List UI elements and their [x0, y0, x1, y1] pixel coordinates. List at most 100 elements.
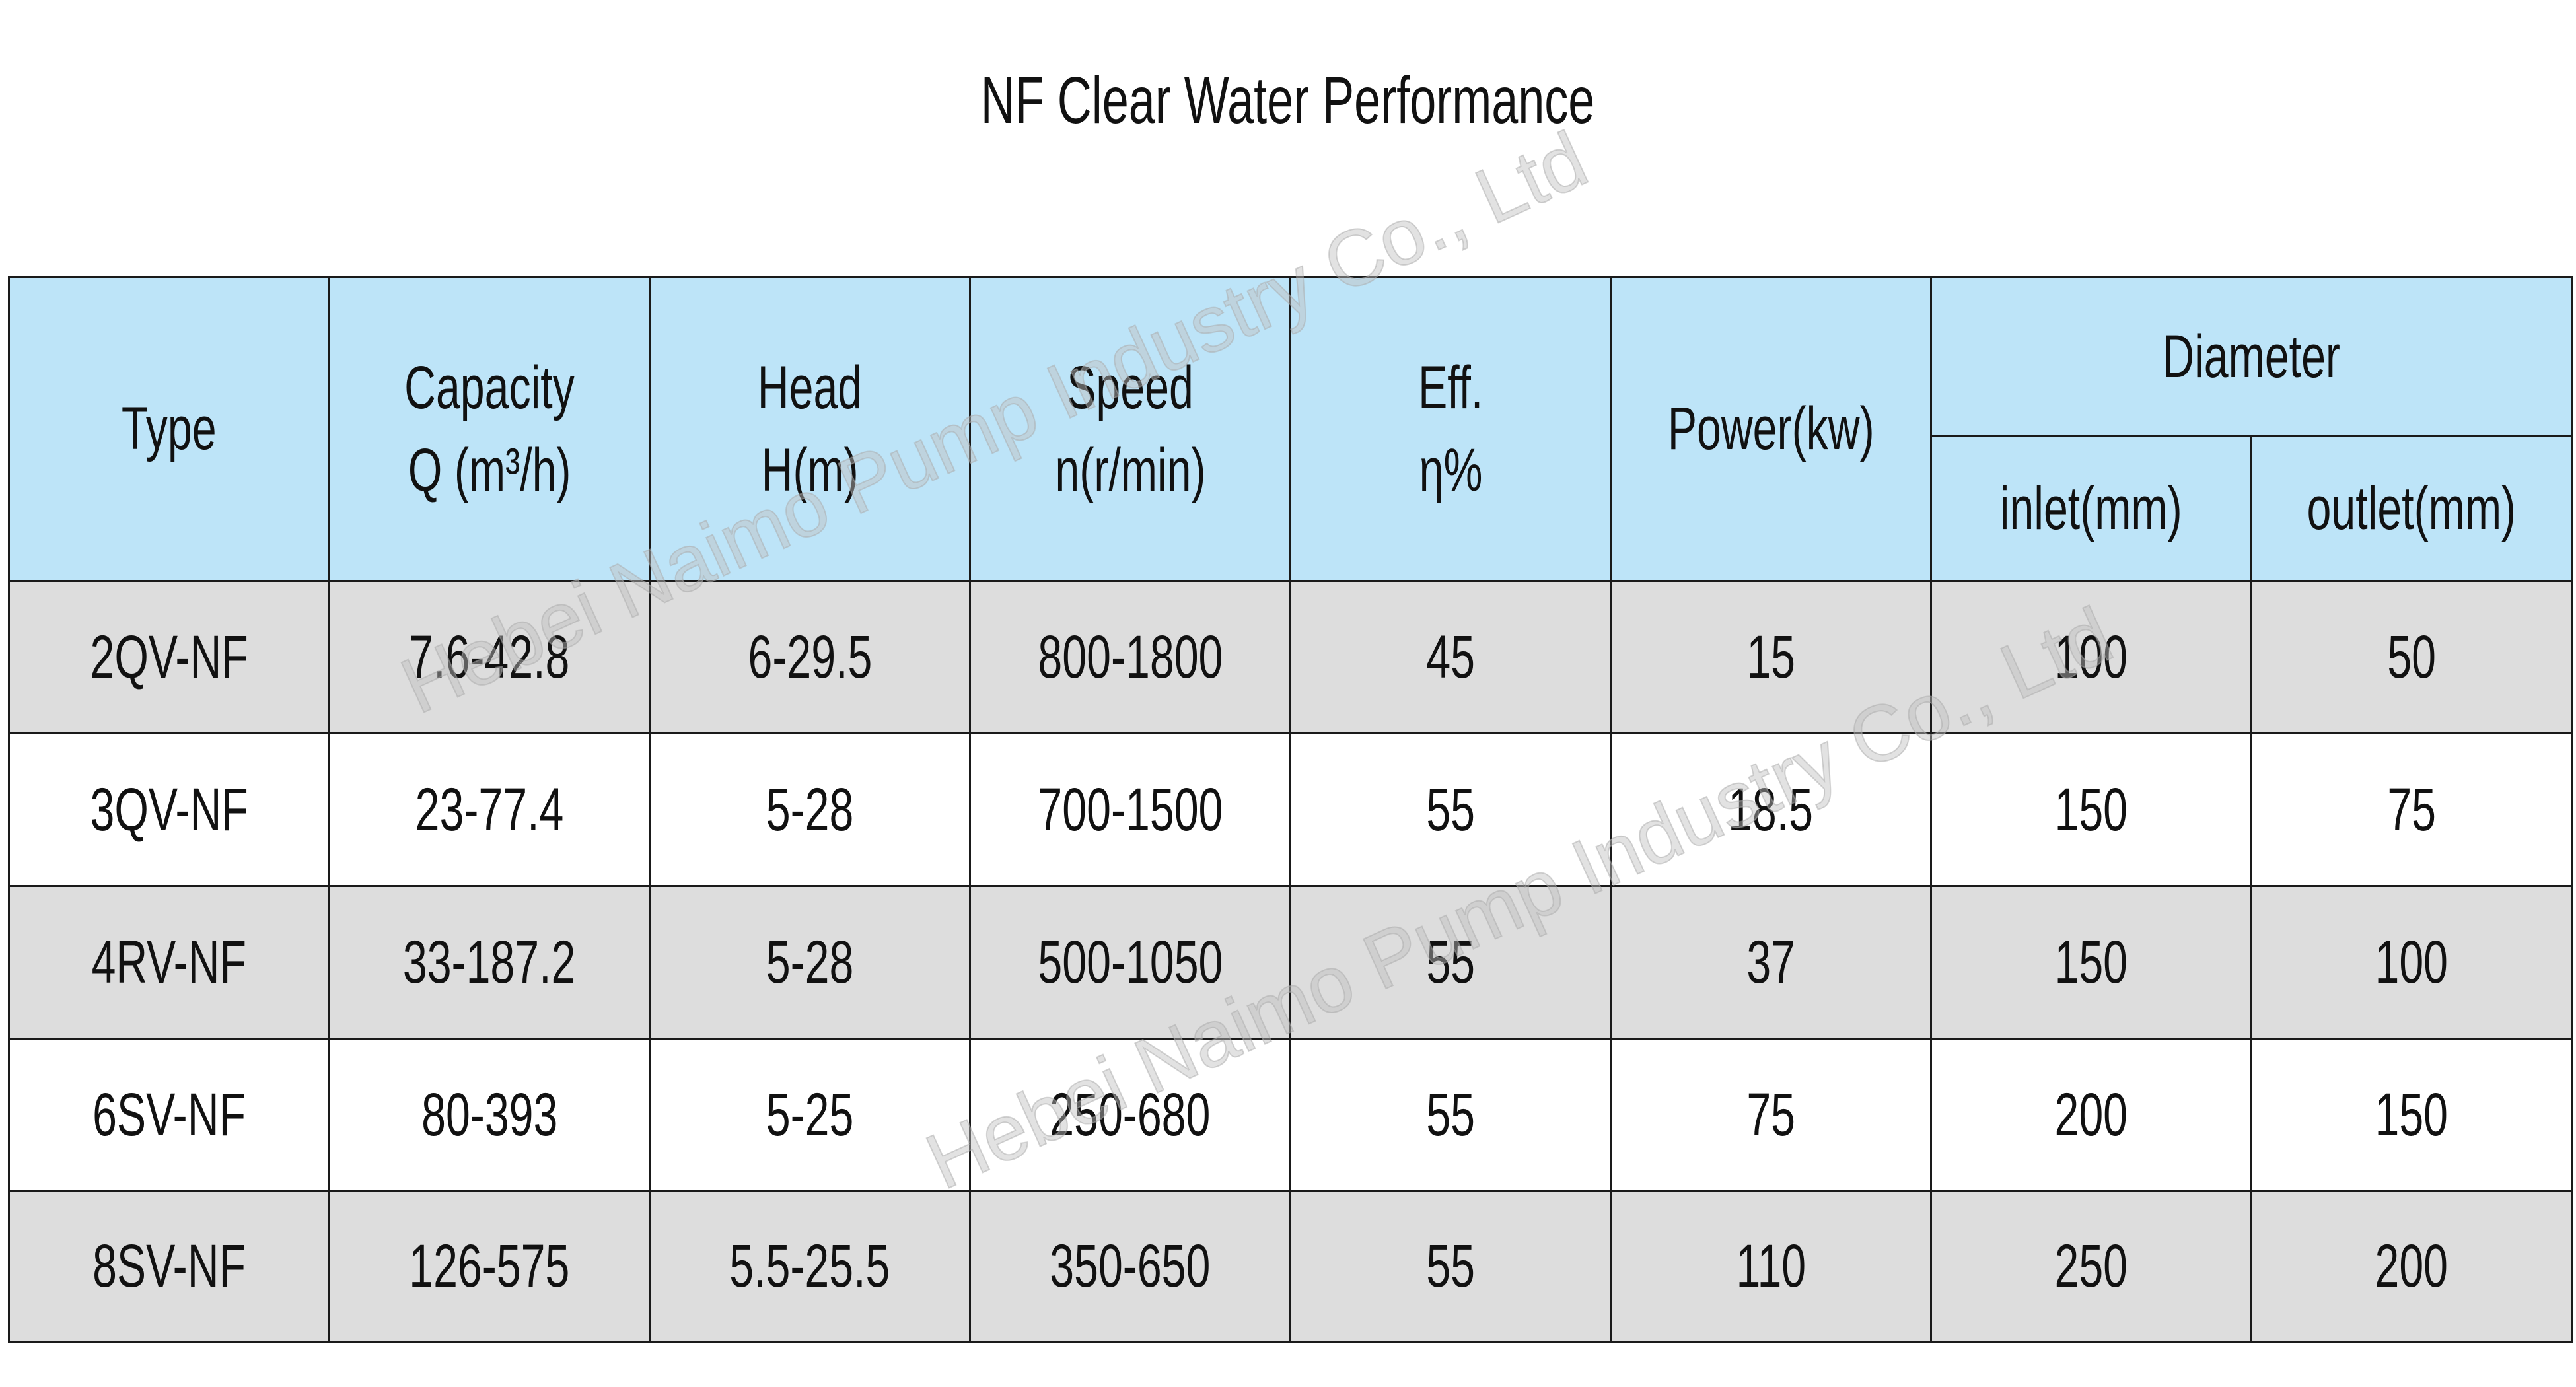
cell-text: H(m) [761, 436, 859, 504]
data-cell: 6-29.5 [649, 580, 971, 734]
data-cell: 250-680 [969, 1038, 1291, 1192]
cell-text: 5-25 [766, 1081, 854, 1149]
cell-text: Type [122, 395, 217, 463]
cell-text: 500-1050 [1038, 928, 1223, 996]
cell-text: Power(kw) [1667, 395, 1875, 463]
data-cell: 55 [1289, 885, 1612, 1040]
data-cell: 110 [1610, 1190, 1932, 1343]
data-cell: 15 [1610, 580, 1932, 734]
cell-text: 6-29.5 [748, 623, 872, 691]
cell-text: 75 [1746, 1081, 1795, 1149]
data-cell: 5.5-25.5 [649, 1190, 971, 1343]
data-cell: 45 [1289, 580, 1612, 734]
data-cell: 150 [2250, 1038, 2573, 1192]
cell-text: 150 [2054, 775, 2128, 843]
data-cell: 80-393 [328, 1038, 651, 1192]
data-cell: 75 [1610, 1038, 1932, 1192]
data-cell: 55 [1289, 1038, 1612, 1192]
cell-text: outlet(mm) [2307, 474, 2517, 542]
data-cell: 50 [2250, 580, 2573, 734]
cell-text: 200 [2375, 1232, 2449, 1300]
cell-text: 55 [1426, 928, 1475, 996]
header-cell: Speed n(r/min) [969, 276, 1291, 582]
cell-text: 7.6-42.8 [409, 623, 570, 691]
cell-text: 150 [2375, 1081, 2449, 1149]
cell-text: η% [1419, 436, 1482, 504]
data-cell: 7.6-42.8 [328, 580, 651, 734]
cell-text: 3QV-NF [90, 775, 248, 843]
cell-text: 6SV-NF [92, 1081, 246, 1149]
data-cell: 5-25 [649, 1038, 971, 1192]
data-cell: 150 [1930, 732, 2252, 887]
cell-text: 2QV-NF [90, 623, 248, 691]
header-cell: Type [8, 276, 330, 582]
data-cell: 126-575 [328, 1190, 651, 1343]
cell-text: 100 [2054, 623, 2128, 691]
cell-text: n(r/min) [1054, 436, 1206, 504]
cell-text: Diameter [2163, 322, 2340, 390]
data-cell: 800-1800 [969, 580, 1291, 734]
data-cell: 6SV-NF [8, 1038, 330, 1192]
cell-text: 5.5-25.5 [729, 1232, 890, 1300]
data-cell: 4RV-NF [8, 885, 330, 1040]
cell-text: 4RV-NF [91, 928, 247, 996]
cell-text: Capacity [404, 354, 575, 422]
title-text: NF Clear Water Performance [981, 63, 1595, 137]
cell-text: 150 [2054, 928, 2128, 996]
data-cell: 700-1500 [969, 732, 1291, 887]
data-cell: 250 [1930, 1190, 2252, 1343]
data-cell: 8SV-NF [8, 1190, 330, 1343]
cell-text: 18.5 [1728, 775, 1814, 843]
header-cell: Head H(m) [649, 276, 971, 582]
data-cell: 37 [1610, 885, 1932, 1040]
header-cell: Capacity Q (m³/h) [328, 276, 651, 582]
cell-text: Q (m³/h) [408, 436, 571, 504]
data-cell: 200 [2250, 1190, 2573, 1343]
cell-text: inlet(mm) [1999, 474, 2182, 542]
header-cell: inlet(mm) [1930, 435, 2252, 582]
data-cell: 2QV-NF [8, 580, 330, 734]
cell-text: 55 [1426, 1232, 1475, 1300]
cell-text: 80-393 [421, 1081, 558, 1149]
cell-text: 5-28 [766, 775, 854, 843]
cell-text: Eff. [1417, 354, 1484, 422]
header-cell: Eff. η% [1289, 276, 1612, 582]
data-cell: 33-187.2 [328, 885, 651, 1040]
data-cell: 200 [1930, 1038, 2252, 1192]
cell-text: 110 [1736, 1232, 1806, 1300]
cell-text: 350-650 [1050, 1232, 1211, 1300]
data-cell: 18.5 [1610, 732, 1932, 887]
cell-text: 800-1800 [1038, 623, 1223, 691]
data-cell: 55 [1289, 732, 1612, 887]
data-cell: 75 [2250, 732, 2573, 887]
cell-text: 8SV-NF [92, 1232, 246, 1300]
data-cell: 55 [1289, 1190, 1612, 1343]
header-cell: Power(kw) [1610, 276, 1932, 582]
cell-text: 55 [1426, 1081, 1475, 1149]
data-cell: 5-28 [649, 732, 971, 887]
data-cell: 500-1050 [969, 885, 1291, 1040]
cell-text: 55 [1426, 775, 1475, 843]
cell-text: 15 [1746, 623, 1795, 691]
cell-text: 100 [2375, 928, 2449, 996]
cell-text: 5-28 [766, 928, 854, 996]
cell-text: 33-187.2 [403, 928, 576, 996]
data-cell: 3QV-NF [8, 732, 330, 887]
cell-text: 75 [2387, 775, 2436, 843]
cell-text: 250 [2054, 1232, 2128, 1300]
data-cell: 350-650 [969, 1190, 1291, 1343]
cell-text: 50 [2387, 623, 2436, 691]
data-cell: 5-28 [649, 885, 971, 1040]
cell-text: Head [757, 354, 863, 422]
cell-text: 23-77.4 [415, 775, 564, 843]
cell-text: 200 [2054, 1081, 2128, 1149]
header-cell: Diameter [1930, 276, 2573, 437]
cell-text: 126-575 [409, 1232, 570, 1300]
cell-text: 250-680 [1050, 1081, 1211, 1149]
cell-text: 37 [1746, 928, 1795, 996]
header-cell: outlet(mm) [2250, 435, 2573, 582]
cell-text: 700-1500 [1038, 775, 1223, 843]
data-cell: 150 [1930, 885, 2252, 1040]
data-cell: 23-77.4 [328, 732, 651, 887]
